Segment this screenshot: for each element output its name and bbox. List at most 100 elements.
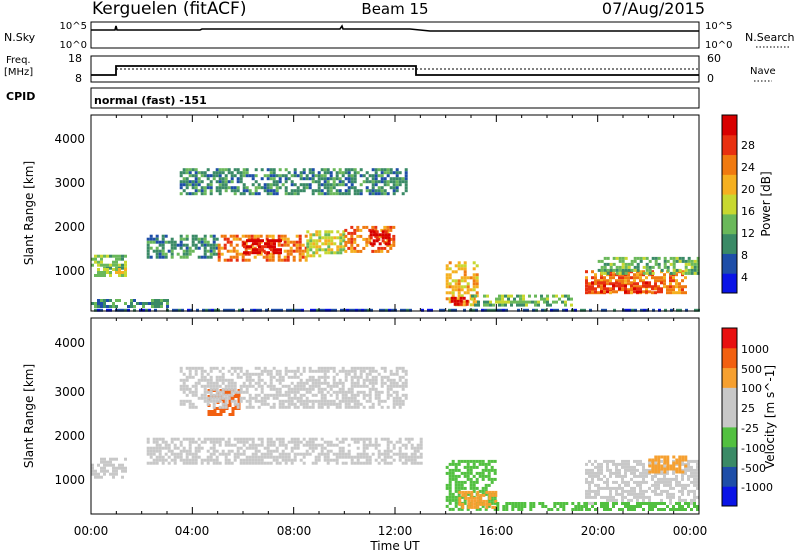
heatmap-cell xyxy=(609,459,612,463)
heatmap-cell xyxy=(693,502,696,505)
heatmap-cell xyxy=(263,396,267,400)
heatmap-cell xyxy=(362,378,366,382)
heatmap-cell xyxy=(522,303,525,307)
heatmap-cell xyxy=(317,180,321,184)
heatmap-cell xyxy=(600,505,603,508)
heatmap-cell xyxy=(621,498,624,502)
heatmap-cell xyxy=(636,287,639,291)
heatmap-cell xyxy=(323,446,327,450)
heatmap-cell xyxy=(306,239,310,243)
heatmap-cell xyxy=(404,378,408,382)
heatmap-cell xyxy=(547,508,551,511)
heatmap-cell xyxy=(642,471,645,475)
heatmap-cell xyxy=(600,281,603,285)
heatmap-cell xyxy=(146,452,150,456)
heatmap-cell xyxy=(335,461,339,465)
heatmap-cell xyxy=(284,366,288,370)
heatmap-cell xyxy=(636,265,640,269)
heatmap-cell xyxy=(401,452,405,456)
heatmap-cell xyxy=(330,230,334,234)
heatmap-cell xyxy=(588,285,591,289)
heatmap-cell xyxy=(395,393,399,397)
heatmap-cell xyxy=(182,437,186,441)
heatmap-cell xyxy=(457,288,461,292)
heatmap-cell xyxy=(451,492,455,496)
heatmap-cell xyxy=(675,273,678,277)
heatmap-cell xyxy=(606,477,609,481)
heatmap-cell xyxy=(304,258,308,262)
heatmap-cell xyxy=(302,393,306,397)
heatmap-cell xyxy=(173,461,177,465)
heatmap-cell xyxy=(472,462,476,466)
heatmap-cell xyxy=(146,446,150,450)
heatmap-cell xyxy=(326,455,330,459)
heatmap-cell xyxy=(226,240,230,244)
heatmap-cell xyxy=(386,461,390,465)
heatmap-cell xyxy=(263,402,267,406)
heatmap-cell xyxy=(603,459,606,463)
heatmap-cell xyxy=(407,437,411,441)
heatmap-cell xyxy=(633,465,636,469)
heatmap-cell xyxy=(309,233,313,237)
heatmap-cell xyxy=(263,189,267,193)
heatmap-cell xyxy=(369,233,373,237)
heatmap-cell xyxy=(615,489,618,493)
heatmap-cell xyxy=(262,255,266,259)
heatmap-cell xyxy=(260,452,264,456)
heatmap-cell xyxy=(375,239,379,243)
colorbar-swatch xyxy=(722,347,737,369)
heatmap-cell xyxy=(164,252,168,256)
heatmap-cell xyxy=(290,446,294,450)
heatmap-cell xyxy=(372,230,376,234)
heatmap-cell xyxy=(146,240,150,244)
heatmap-cell xyxy=(236,455,240,459)
heatmap-cell xyxy=(377,180,381,184)
heatmap-cell xyxy=(185,168,189,172)
heatmap-cell xyxy=(257,399,261,403)
heatmap-cell xyxy=(383,458,387,462)
heatmap-cell xyxy=(179,452,183,456)
heatmap-cell xyxy=(672,486,675,490)
heatmap-cell xyxy=(395,180,399,184)
heatmap-cell xyxy=(380,437,384,441)
heatmap-cell xyxy=(356,249,360,253)
heatmap-cell xyxy=(395,189,399,193)
heatmap-cell xyxy=(609,508,612,511)
heatmap-cell xyxy=(278,381,282,385)
heatmap-cell xyxy=(475,465,479,469)
heatmap-cell xyxy=(484,462,488,466)
heatmap-cell xyxy=(103,469,106,473)
heatmap-cell xyxy=(609,268,613,272)
heatmap-cell xyxy=(401,180,405,184)
heatmap-cell xyxy=(209,452,213,456)
heatmap-cell xyxy=(454,504,458,508)
heatmap-cell xyxy=(389,237,393,241)
heatmap-cell xyxy=(158,249,162,253)
heatmap-cell xyxy=(229,243,233,247)
heatmap-cell xyxy=(293,443,297,447)
heatmap-cell xyxy=(663,262,667,266)
heatmap-cell xyxy=(178,308,181,312)
heatmap-cell xyxy=(326,381,330,385)
heatmap-cell xyxy=(630,465,633,469)
heatmap-cell xyxy=(320,375,324,379)
heatmap-cell xyxy=(317,390,321,394)
heatmap-cell xyxy=(648,462,651,466)
heatmap-cell xyxy=(335,393,339,397)
heatmap-cell xyxy=(368,390,372,394)
heatmap-cell xyxy=(448,297,452,301)
nsearch-tick-top: 10^5 xyxy=(705,21,732,32)
heatmap-cell xyxy=(115,268,118,271)
heatmap-cell xyxy=(248,461,252,465)
heatmap-cell xyxy=(188,452,192,456)
heatmap-cell xyxy=(658,308,661,312)
heatmap-cell xyxy=(255,251,258,255)
heatmap-cell xyxy=(609,492,612,496)
heatmap-cell xyxy=(299,189,303,193)
heatmap-cell xyxy=(121,257,124,261)
heatmap-cell xyxy=(657,480,660,484)
heatmap-cell xyxy=(203,192,207,196)
heatmap-cell xyxy=(306,248,310,252)
heatmap-cell xyxy=(642,465,645,469)
heatmap-cell xyxy=(475,282,479,286)
